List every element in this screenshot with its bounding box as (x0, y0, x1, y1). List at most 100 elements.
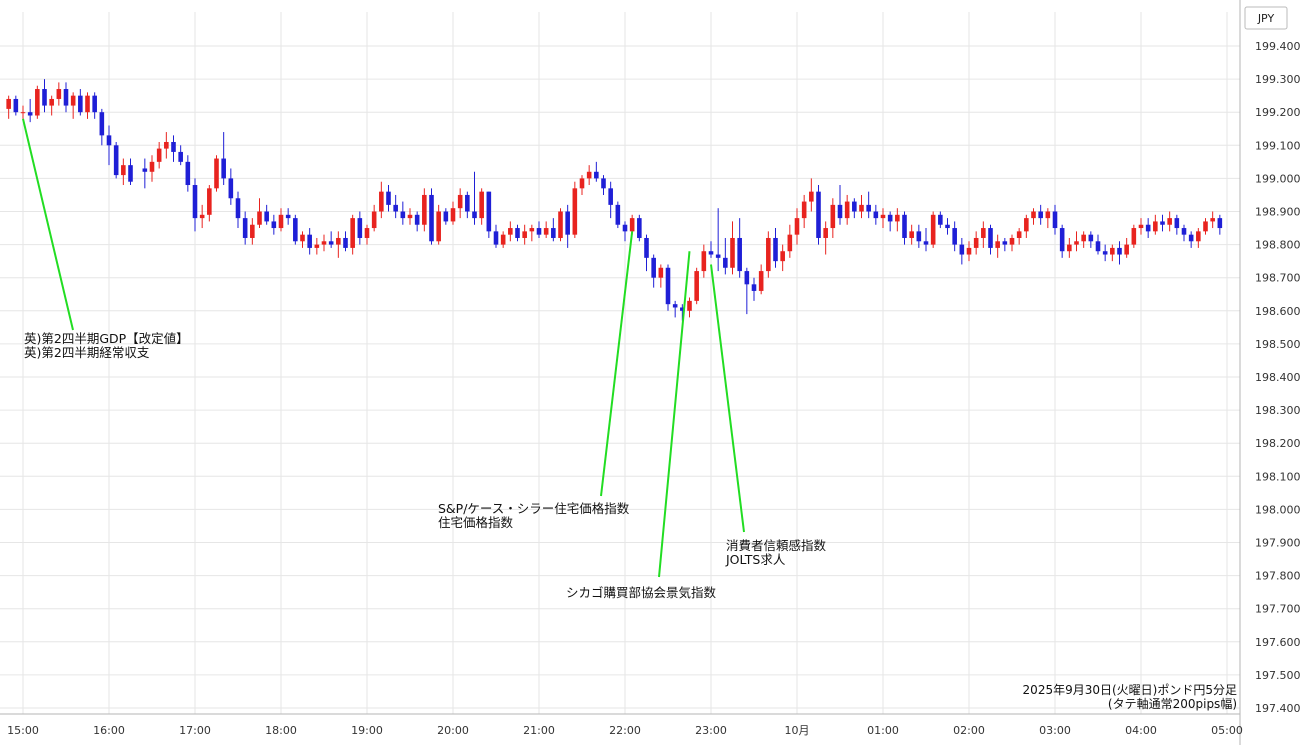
candle-body (128, 165, 133, 182)
candle-body (565, 211, 570, 235)
candle-body (35, 89, 40, 116)
candle (529, 224, 535, 242)
candle (1031, 208, 1036, 225)
candle (938, 211, 943, 229)
candle (565, 204, 570, 248)
candle-body (508, 228, 513, 235)
candle (121, 158, 126, 186)
candle (1067, 237, 1072, 258)
candle-body (758, 271, 764, 291)
candle (228, 168, 234, 205)
candle (1196, 228, 1201, 248)
candle-body (787, 234, 793, 252)
candle (278, 208, 284, 232)
candle-body (1067, 244, 1072, 252)
candle (70, 92, 76, 119)
candle (1095, 234, 1101, 255)
candle (515, 224, 520, 242)
candle (436, 204, 441, 245)
candle (106, 125, 112, 166)
candle (400, 201, 406, 225)
x-tick-label: 22:00 (609, 724, 641, 737)
candle-body (185, 161, 191, 186)
candle-body (801, 201, 807, 219)
candle (293, 214, 298, 245)
candle-body (1188, 234, 1194, 242)
candle (178, 145, 183, 166)
y-tick-label: 198.900 (1255, 206, 1300, 219)
candle (873, 204, 879, 225)
candle-body (386, 191, 391, 205)
candle-body (78, 95, 83, 113)
candle-body (321, 241, 327, 245)
candle (1174, 214, 1180, 235)
candle-body (708, 251, 714, 255)
candle-body (171, 141, 176, 152)
candle (973, 231, 979, 255)
candle (465, 191, 470, 219)
candle (1052, 204, 1058, 235)
candle (687, 297, 692, 318)
candle (350, 214, 355, 255)
candle (264, 204, 269, 225)
currency-badge-box (1244, 6, 1288, 30)
candle (156, 141, 162, 169)
candle-body (121, 165, 126, 176)
candle-body (981, 228, 986, 238)
currency-badge: JPY (1244, 6, 1288, 30)
candle-body (1196, 231, 1201, 242)
candle-body (6, 98, 11, 109)
candle (966, 241, 972, 262)
candle (63, 82, 69, 113)
y-tick-label: 198.600 (1255, 305, 1300, 318)
candle (601, 175, 606, 195)
candle (902, 211, 907, 245)
candle (637, 214, 642, 242)
candle (328, 231, 334, 248)
candle-body (880, 214, 886, 219)
candle (250, 218, 255, 245)
candle (930, 211, 936, 248)
candle (42, 79, 47, 113)
candle-body (450, 208, 456, 222)
y-tick-label: 199.000 (1255, 172, 1300, 185)
candle-body (594, 171, 599, 179)
candle (364, 224, 370, 245)
x-tick-label: 03:00 (1039, 724, 1071, 737)
annotation-label: 住宅価格指数 (438, 515, 514, 530)
y-tick-label: 197.900 (1255, 537, 1300, 550)
candle-body (393, 204, 398, 212)
candle (672, 300, 678, 318)
candle (343, 231, 348, 252)
x-tick-label: 20:00 (437, 724, 469, 737)
candle (1217, 214, 1223, 235)
candle (1203, 218, 1208, 235)
candle (429, 188, 434, 245)
candle (737, 218, 742, 278)
candle-body (314, 244, 320, 248)
candle-body (27, 112, 33, 116)
candle (837, 185, 843, 225)
candle-body (63, 89, 69, 106)
candle (1074, 231, 1079, 252)
candle-body (479, 191, 484, 219)
candle-body (443, 211, 449, 222)
candle-body (1102, 251, 1108, 255)
candle (1145, 218, 1151, 238)
candle (500, 231, 506, 248)
candle-body (988, 228, 993, 248)
candle (207, 185, 212, 222)
candle-body (1110, 247, 1115, 255)
candle-body (995, 241, 1000, 248)
candle-body (106, 135, 112, 146)
candle-body (156, 148, 162, 162)
candle (13, 95, 19, 116)
candle-body (730, 237, 735, 268)
candle (35, 85, 40, 119)
candle (816, 185, 821, 245)
candle-body (1031, 211, 1036, 219)
candle (113, 141, 119, 179)
candle-body (414, 214, 420, 225)
candle (1009, 234, 1015, 252)
